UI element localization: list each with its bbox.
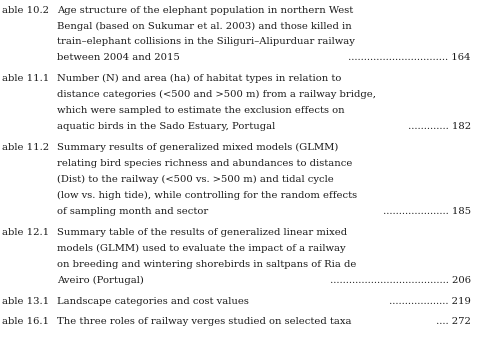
Text: train–elephant collisions in the Siliguri–Alipurduar railway: train–elephant collisions in the Siligur… <box>57 37 354 46</box>
Text: able 11.1: able 11.1 <box>2 74 50 83</box>
Text: ................... 219: ................... 219 <box>386 297 471 306</box>
Text: able 13.1: able 13.1 <box>2 297 50 306</box>
Text: between 2004 and 2015: between 2004 and 2015 <box>57 54 180 63</box>
Text: able 12.1: able 12.1 <box>2 228 50 237</box>
Text: which were sampled to estimate the exclusion effects on: which were sampled to estimate the exclu… <box>57 106 344 115</box>
Text: able 16.1: able 16.1 <box>2 317 50 326</box>
Text: on breeding and wintering shorebirds in saltpans of Ria de: on breeding and wintering shorebirds in … <box>57 260 356 269</box>
Text: The three roles of railway verges studied on selected taxa: The three roles of railway verges studie… <box>57 317 351 326</box>
Text: Summary table of the results of generalized linear mixed: Summary table of the results of generali… <box>57 228 347 237</box>
Text: Landscape categories and cost values: Landscape categories and cost values <box>57 297 248 306</box>
Text: ..................... 185: ..................... 185 <box>380 207 471 216</box>
Text: aquatic birds in the Sado Estuary, Portugal: aquatic birds in the Sado Estuary, Portu… <box>57 122 275 131</box>
Text: .... 272: .... 272 <box>433 317 471 326</box>
Text: (Dist) to the railway (<500 vs. >500 m) and tidal cycle: (Dist) to the railway (<500 vs. >500 m) … <box>57 175 334 184</box>
Text: able 11.2: able 11.2 <box>2 143 50 152</box>
Text: Summary results of generalized mixed models (GLMM): Summary results of generalized mixed mod… <box>57 143 338 152</box>
Text: ............. 182: ............. 182 <box>404 122 471 131</box>
Text: ................................ 164: ................................ 164 <box>345 54 471 63</box>
Text: Number (N) and area (ha) of habitat types in relation to: Number (N) and area (ha) of habitat type… <box>57 74 341 83</box>
Text: of sampling month and sector: of sampling month and sector <box>57 207 208 216</box>
Text: distance categories (<500 and >500 m) from a railway bridge,: distance categories (<500 and >500 m) fr… <box>57 90 375 99</box>
Text: able 10.2: able 10.2 <box>2 6 50 15</box>
Text: ...................................... 206: ...................................... 2… <box>327 276 471 285</box>
Text: models (GLMM) used to evaluate the impact of a railway: models (GLMM) used to evaluate the impac… <box>57 244 345 253</box>
Text: Bengal (based on Sukumar et al. 2003) and those killed in: Bengal (based on Sukumar et al. 2003) an… <box>57 21 351 31</box>
Text: (low vs. high tide), while controlling for the random effects: (low vs. high tide), while controlling f… <box>57 191 357 200</box>
Text: Age structure of the elephant population in northern West: Age structure of the elephant population… <box>57 6 353 15</box>
Text: Aveiro (Portugal): Aveiro (Portugal) <box>57 276 144 285</box>
Text: relating bird species richness and abundances to distance: relating bird species richness and abund… <box>57 159 352 168</box>
